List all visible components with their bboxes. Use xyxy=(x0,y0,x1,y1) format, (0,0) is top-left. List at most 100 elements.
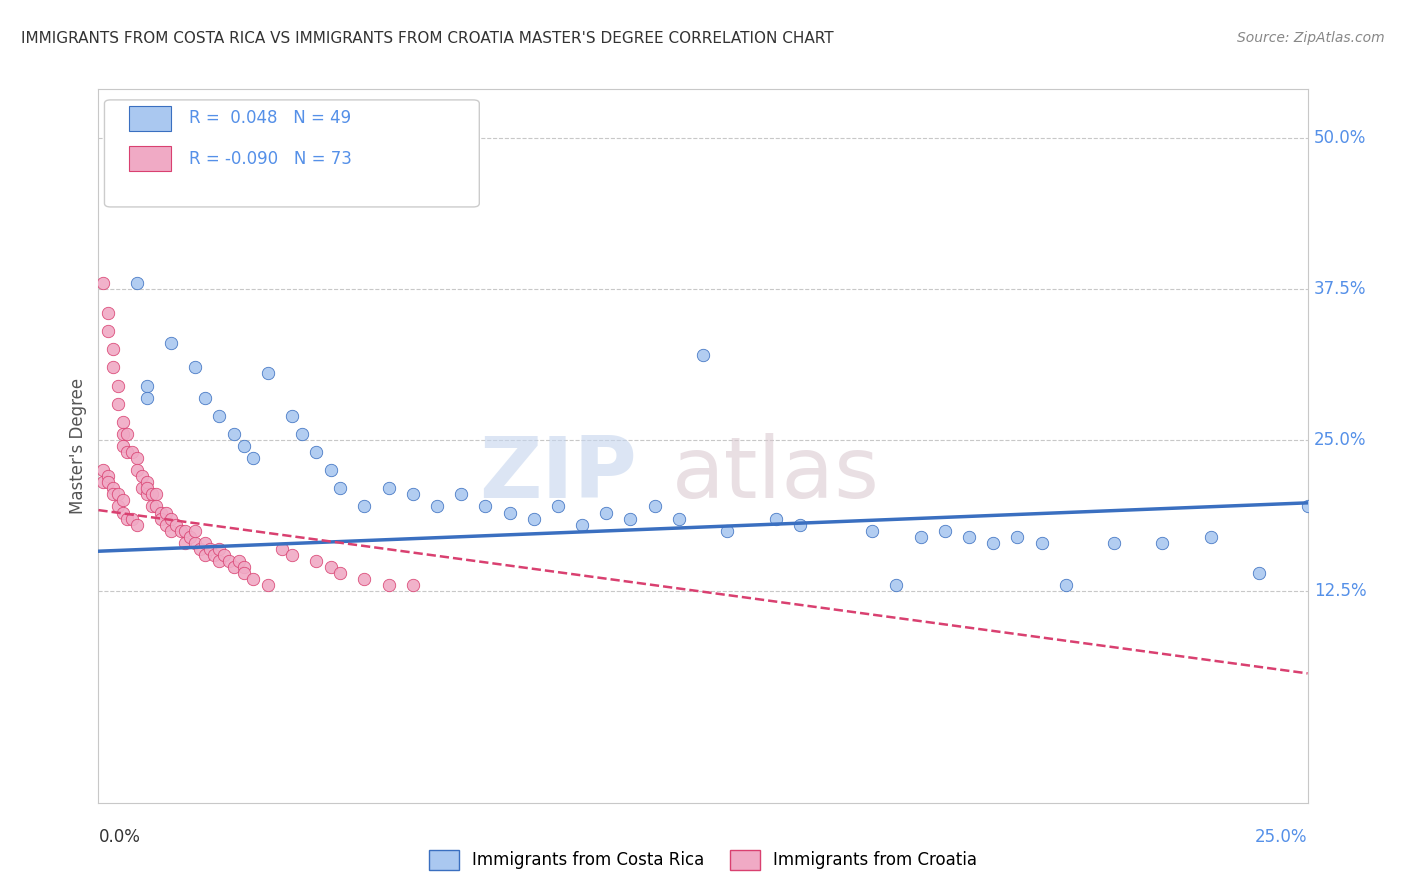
Point xyxy=(155,506,177,520)
Point xyxy=(668,511,690,525)
Point xyxy=(169,524,191,538)
Point xyxy=(135,487,157,501)
Point xyxy=(1031,535,1053,549)
Point xyxy=(329,566,352,580)
Point xyxy=(127,276,149,290)
Point xyxy=(127,451,149,466)
Point xyxy=(1007,530,1029,544)
Point xyxy=(160,524,183,538)
Point xyxy=(208,541,231,556)
Text: atlas: atlas xyxy=(672,433,880,516)
Point xyxy=(111,439,134,453)
Point xyxy=(692,348,714,362)
FancyBboxPatch shape xyxy=(129,146,172,171)
Point xyxy=(184,535,207,549)
Point xyxy=(127,517,149,532)
Point xyxy=(319,560,342,574)
Point xyxy=(91,475,114,490)
Point xyxy=(222,426,245,441)
Point xyxy=(111,415,134,429)
Point xyxy=(117,511,139,525)
Point xyxy=(523,511,546,525)
FancyBboxPatch shape xyxy=(104,100,479,207)
Text: Source: ZipAtlas.com: Source: ZipAtlas.com xyxy=(1237,31,1385,45)
Point xyxy=(934,524,956,538)
Text: ZIP: ZIP xyxy=(479,433,637,516)
Point xyxy=(117,445,139,459)
Point xyxy=(305,445,328,459)
Point xyxy=(242,572,264,586)
Point xyxy=(377,481,399,495)
Point xyxy=(281,548,304,562)
Text: 37.5%: 37.5% xyxy=(1313,280,1367,298)
Point xyxy=(1102,535,1125,549)
Point xyxy=(184,524,207,538)
Point xyxy=(242,451,264,466)
Point xyxy=(957,530,980,544)
Point xyxy=(160,336,183,351)
Point xyxy=(212,548,235,562)
Point xyxy=(97,306,120,320)
Point xyxy=(218,554,240,568)
Point xyxy=(860,524,883,538)
Point xyxy=(619,511,641,525)
Point xyxy=(135,475,157,490)
Point xyxy=(547,500,569,514)
Point xyxy=(571,517,593,532)
Text: R =  0.048   N = 49: R = 0.048 N = 49 xyxy=(190,109,352,127)
Point xyxy=(426,500,449,514)
Point xyxy=(135,481,157,495)
Point xyxy=(789,517,811,532)
Point xyxy=(121,445,143,459)
Point xyxy=(716,524,738,538)
Point xyxy=(97,469,120,483)
Point xyxy=(194,391,217,405)
Point xyxy=(305,554,328,568)
Point xyxy=(765,511,787,525)
Point xyxy=(97,475,120,490)
Point xyxy=(127,463,149,477)
Point xyxy=(160,511,183,525)
Point xyxy=(179,530,201,544)
Point xyxy=(150,506,173,520)
Point xyxy=(208,554,231,568)
Point xyxy=(107,500,129,514)
Point xyxy=(981,535,1004,549)
Point xyxy=(121,511,143,525)
Point xyxy=(107,378,129,392)
Point xyxy=(498,506,520,520)
Point xyxy=(232,560,254,574)
Point xyxy=(353,500,375,514)
Point xyxy=(595,506,617,520)
Point xyxy=(131,469,153,483)
Point xyxy=(290,426,312,441)
Y-axis label: Master's Degree: Master's Degree xyxy=(69,378,87,514)
Point xyxy=(644,500,666,514)
Point xyxy=(232,566,254,580)
Point xyxy=(402,487,425,501)
Point xyxy=(101,481,124,495)
Legend: Immigrants from Costa Rica, Immigrants from Croatia: Immigrants from Costa Rica, Immigrants f… xyxy=(422,843,984,877)
Point xyxy=(165,517,187,532)
Point xyxy=(111,426,134,441)
Point xyxy=(450,487,472,501)
Text: R = -0.090   N = 73: R = -0.090 N = 73 xyxy=(190,150,352,168)
Point xyxy=(111,506,134,520)
Point xyxy=(111,493,134,508)
Point xyxy=(256,578,278,592)
Point xyxy=(150,511,173,525)
Point xyxy=(402,578,425,592)
Point xyxy=(174,524,197,538)
Point xyxy=(184,360,207,375)
Point xyxy=(194,535,217,549)
Point xyxy=(198,541,221,556)
Text: 25.0%: 25.0% xyxy=(1313,431,1367,449)
Point xyxy=(101,130,124,145)
Point xyxy=(232,439,254,453)
Point xyxy=(145,500,167,514)
Point xyxy=(1199,530,1222,544)
Point xyxy=(271,541,294,556)
Text: 50.0%: 50.0% xyxy=(1313,128,1367,146)
Point xyxy=(222,560,245,574)
Point xyxy=(101,487,124,501)
